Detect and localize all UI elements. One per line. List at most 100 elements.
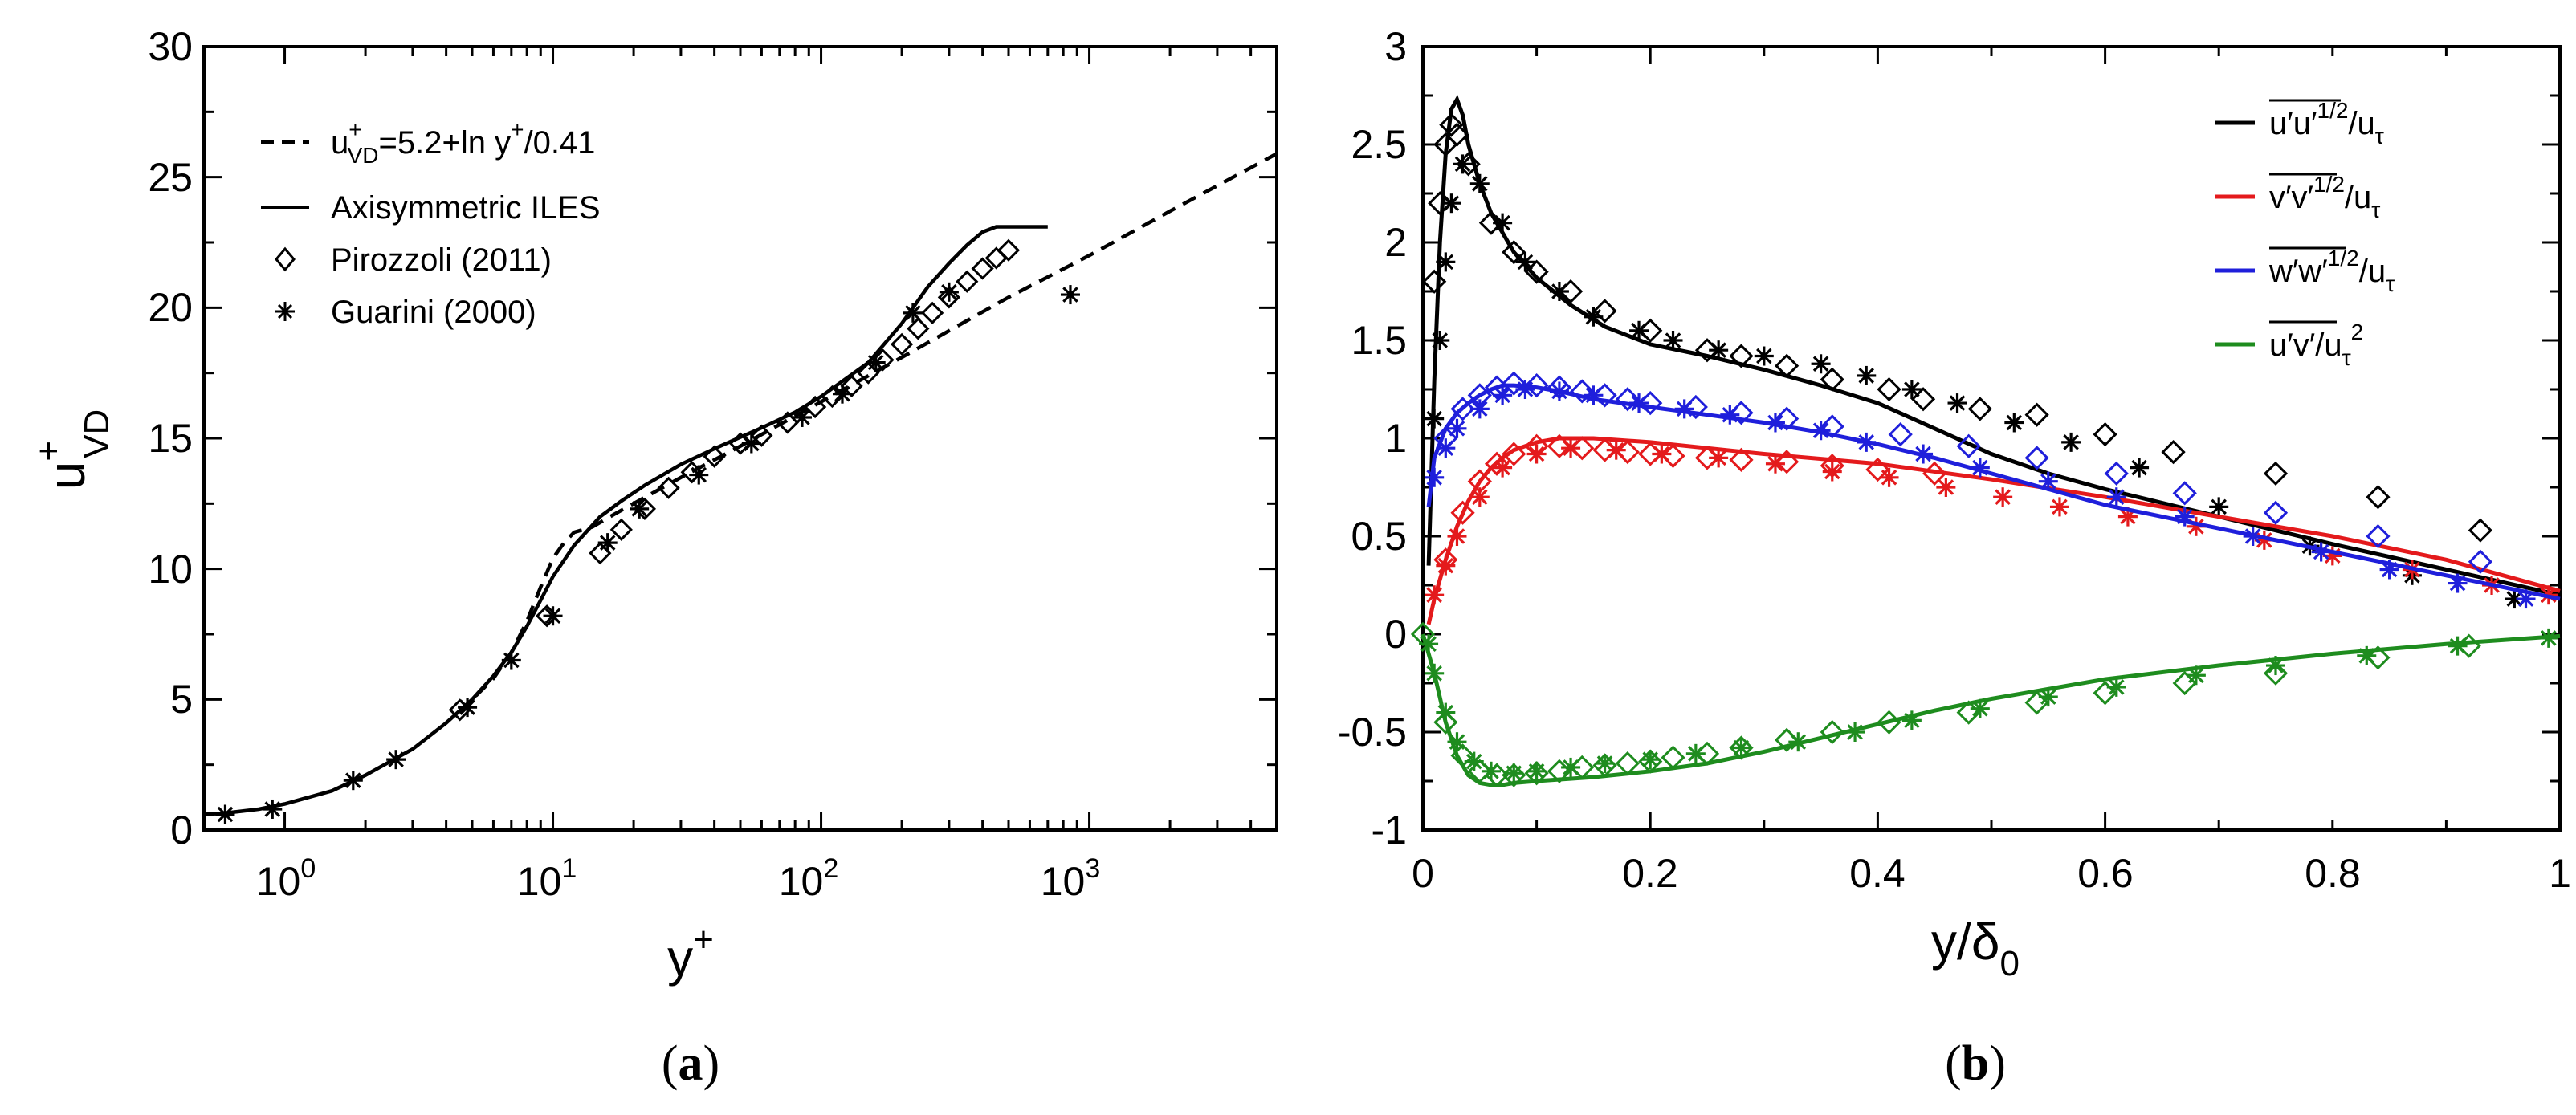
w_rms-diamond-point bbox=[1888, 421, 1913, 447]
uv-star-point bbox=[2448, 636, 2468, 656]
u_rms-diamond-point bbox=[1422, 269, 1447, 294]
uv-star-point bbox=[1845, 722, 1865, 742]
w_rms-diamond-point bbox=[2366, 523, 2391, 549]
v_rms-diamond-point bbox=[1729, 447, 1754, 472]
w_rms-star-point bbox=[1674, 399, 1694, 419]
u_rms-star-point bbox=[2209, 497, 2229, 517]
uv-star-point bbox=[1970, 698, 1990, 718]
panel-b-x-tick-labels: 0 0.2 0.4 0.6 0.8 1 bbox=[1412, 851, 2571, 896]
w_rms-diamond-point bbox=[1450, 397, 1475, 421]
guarini-star-point bbox=[630, 498, 650, 519]
guarini-star-point bbox=[543, 606, 563, 626]
w_rms-diamond-point bbox=[2104, 461, 2129, 486]
uv-line bbox=[1420, 633, 2561, 787]
pirozzoli-diamond-point bbox=[890, 332, 914, 356]
guarini-star-point bbox=[343, 771, 363, 791]
w_rms-star-point bbox=[2516, 589, 2536, 609]
w_rms-star-point bbox=[1425, 467, 1445, 487]
x-tick-label: 0.4 bbox=[1849, 851, 1906, 896]
v_rms-star-point bbox=[2049, 497, 2069, 517]
v_rms-star-point bbox=[1425, 585, 1445, 605]
panel-b-y-tick-labels: -1 -0.5 0 0.5 1 1.5 2 2.5 3 bbox=[1338, 24, 1407, 853]
uv-star-point bbox=[1425, 663, 1445, 683]
legend-star-marker bbox=[275, 302, 295, 321]
guarini-star-point bbox=[386, 750, 406, 770]
panel-b-chart: -1 -0.5 0 0.5 1 1.5 2 2.5 3 0 0.2 0.4 0.… bbox=[1338, 24, 2571, 983]
w_rms-diamond-point bbox=[1524, 372, 1549, 398]
w_rms-diamond-point bbox=[1820, 414, 1844, 439]
u_rms-star-point bbox=[1469, 173, 1490, 193]
v_rms-star-point bbox=[1936, 478, 1956, 497]
u_rms-star-point bbox=[1901, 380, 1922, 399]
x-tick-label: 0 bbox=[1412, 851, 1434, 896]
u_rms-star-point bbox=[1663, 331, 1683, 350]
guarini-star-point bbox=[903, 303, 923, 323]
u_rms-star-point bbox=[1947, 393, 1967, 413]
uv-star-point bbox=[2038, 687, 2058, 707]
v_rms-star-point bbox=[1822, 462, 1842, 482]
v_rms-diamond-point bbox=[1615, 439, 1641, 465]
uv-star-point bbox=[1788, 732, 1808, 752]
uv-star-point bbox=[2106, 677, 2126, 697]
legend-label: Pirozzoli (2011) bbox=[331, 242, 552, 278]
u_rms-diamond-point bbox=[2366, 485, 2391, 510]
pirozzoli-diamond-point bbox=[750, 424, 773, 447]
y-tick-label: 10 bbox=[148, 547, 193, 592]
pirozzoli-diamond-point bbox=[907, 317, 930, 340]
guarini-star-point bbox=[263, 799, 283, 819]
v_rms-line bbox=[1426, 436, 2561, 625]
u_rms-diamond-point bbox=[2161, 439, 2186, 465]
w_rms-star-point bbox=[1515, 380, 1535, 399]
y-tick-label: 20 bbox=[148, 285, 193, 330]
uv-star-point bbox=[1641, 750, 1661, 770]
u_rms-star-point bbox=[1453, 154, 1473, 174]
v_rms-star-point bbox=[1765, 454, 1785, 474]
panel-b-x-axis-label: y/δ0 bbox=[1931, 913, 2020, 983]
uv-star-point bbox=[1481, 761, 1501, 781]
w_rms-diamond-point bbox=[1774, 406, 1800, 431]
uv-star-point bbox=[1504, 763, 1524, 783]
guarini-star-point bbox=[792, 407, 812, 427]
pirozzoli-diamond-point bbox=[803, 395, 827, 419]
pirozzoli-diamond-point bbox=[840, 374, 863, 398]
v_rms-diamond-point bbox=[1502, 442, 1526, 466]
y-tick-label: 2.5 bbox=[1351, 122, 1407, 167]
pirozzoli-diamond-point bbox=[703, 445, 726, 468]
legend-label: v′v′1/2/uτ bbox=[2269, 172, 2380, 222]
u_rms-star-point bbox=[1584, 307, 1604, 327]
v_rms-star-point bbox=[1469, 487, 1490, 507]
v_rms-diamond-point bbox=[1922, 461, 1947, 486]
w_rms-star-point bbox=[1447, 418, 1467, 438]
pirozzoli-diamond-point bbox=[937, 286, 961, 309]
x-tick-label: 103 bbox=[1041, 853, 1101, 904]
legend-label: Axisymmetric ILES bbox=[331, 190, 601, 226]
u_rms-diamond-point bbox=[1502, 240, 1526, 265]
w_rms-diamond-point bbox=[1570, 379, 1595, 404]
u_rms-diamond-point bbox=[1524, 259, 1549, 284]
guarini-star-point bbox=[215, 804, 235, 824]
y-tick-label: 3 bbox=[1384, 24, 1407, 69]
v_rms-diamond-point bbox=[1661, 443, 1685, 469]
x-tick-label: 101 bbox=[517, 853, 577, 904]
v_rms-diamond-point bbox=[1865, 457, 1890, 482]
uv-star-point bbox=[1595, 754, 1615, 774]
u_rms-star-point bbox=[1754, 346, 1774, 366]
u_rms-diamond-point bbox=[2093, 421, 2117, 447]
y-tick-label: 1.5 bbox=[1351, 318, 1407, 363]
panel-a-x-axis-label: y+ bbox=[667, 920, 714, 987]
legend-label: u′v′/uτ2 bbox=[2269, 319, 2363, 370]
uv-star-point bbox=[2538, 628, 2558, 648]
w_rms-diamond-point bbox=[1502, 371, 1526, 396]
y-tick-label: 1 bbox=[1384, 416, 1407, 461]
uv-diamond-point bbox=[1661, 745, 1685, 770]
y-tick-label: 0.5 bbox=[1351, 514, 1407, 559]
pirozzoli-diamond-point bbox=[997, 238, 1021, 262]
uv-diamond-point bbox=[1524, 761, 1549, 786]
pirozzoli-diamond-point bbox=[776, 411, 799, 434]
x-tick-label: 1 bbox=[2549, 851, 2571, 896]
u_rms-star-point bbox=[1425, 409, 1445, 429]
u_rms-diamond-point bbox=[1774, 353, 1800, 378]
pirozzoli-diamond-point bbox=[956, 270, 979, 293]
w_rms-star-point bbox=[1914, 444, 1934, 464]
